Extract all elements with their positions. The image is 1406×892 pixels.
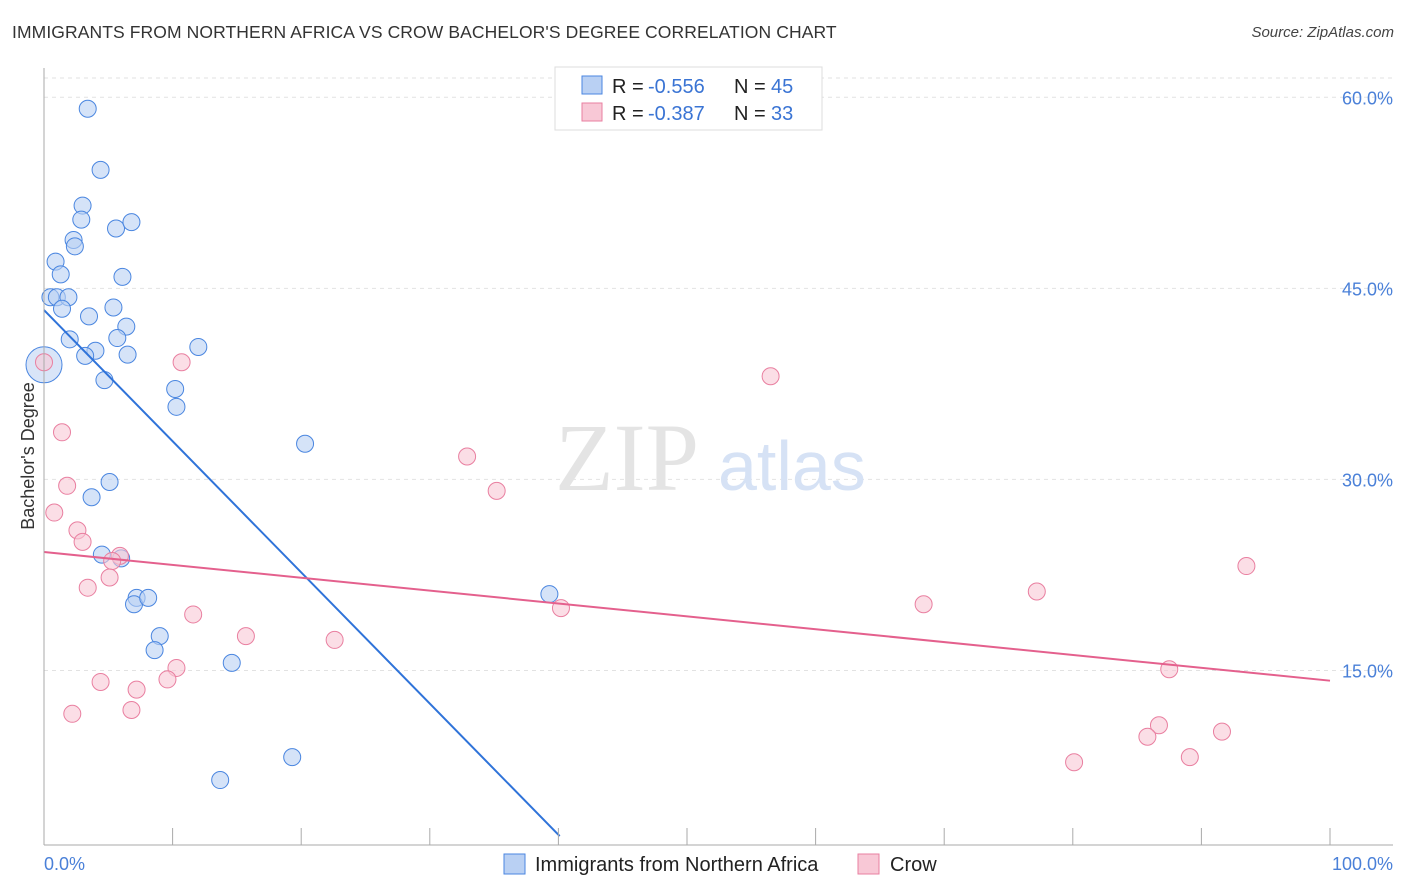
immigrants-point: [296, 434, 315, 453]
grid: [44, 77, 1393, 671]
y-tick-label: 45.0%: [1342, 279, 1393, 299]
crow-point: [1149, 716, 1168, 735]
immigrants-point: [82, 488, 101, 507]
watermark: ZIP atlas: [555, 404, 866, 511]
immigrants-point: [145, 641, 164, 660]
crow-point: [1212, 722, 1231, 741]
legend-n-value: 45: [771, 76, 793, 98]
immigrants-point: [108, 329, 127, 348]
immigrants-trend-line: [43, 309, 561, 837]
x-tick-label-max: 100.0%: [1332, 854, 1393, 874]
immigrants-point: [113, 267, 132, 286]
legend-r-value: -0.387: [648, 103, 705, 125]
source-label: Source: ZipAtlas.com: [1251, 24, 1394, 41]
immigrants-point: [53, 299, 72, 318]
series-legend: Immigrants from Northern Africa Crow: [503, 853, 937, 876]
legend-swatch-crow: [857, 853, 880, 875]
immigrants-point: [76, 346, 95, 365]
legend-swatch-pink: [581, 102, 603, 122]
immigrants-point: [51, 265, 70, 284]
immigrants-point: [104, 298, 123, 317]
crow-point: [487, 481, 506, 500]
immigrants-point: [100, 472, 119, 491]
immigrants-point: [78, 99, 97, 118]
immigrants-point: [80, 307, 99, 326]
legend-r-value: -0.556: [648, 76, 705, 98]
immigrants-point: [167, 397, 186, 416]
crow-point: [1027, 582, 1046, 601]
crow-point: [172, 353, 191, 372]
legend-n-value: 33: [771, 103, 793, 125]
y-tick-label: 30.0%: [1342, 470, 1393, 490]
crow-point: [127, 680, 146, 699]
y-tick-labels: 15.0% 30.0% 45.0% 60.0%: [1342, 88, 1393, 681]
immigrants-point: [283, 748, 302, 767]
immigrants-point: [72, 210, 91, 229]
immigrants-point: [222, 653, 241, 672]
y-tick-label: 60.0%: [1342, 88, 1393, 108]
stats-legend: R = -0.556 N = 45 R = -0.387 N = 33: [554, 66, 823, 131]
crow-point: [91, 672, 110, 691]
crow-point: [78, 578, 97, 597]
crow-point: [914, 595, 933, 614]
immigrants-point: [211, 771, 230, 790]
crow-point: [1237, 557, 1256, 576]
crow-point: [45, 503, 64, 522]
axes: [43, 68, 1393, 846]
crow-point: [1180, 748, 1199, 767]
immigrants-point: [107, 219, 126, 238]
immigrants-point: [65, 237, 84, 256]
legend-n-label: N =: [734, 103, 766, 125]
crow-point: [58, 476, 77, 495]
immigrants-point: [122, 213, 141, 232]
crow-point: [1138, 727, 1157, 746]
crow-point: [100, 568, 119, 587]
points-layer: [25, 99, 1256, 790]
legend-swatch-immigrants: [503, 853, 526, 875]
crow-point: [551, 599, 570, 618]
crow-point: [73, 532, 92, 551]
legend-r-label: R =: [612, 103, 644, 125]
crow-point: [458, 447, 477, 466]
crow-point: [63, 704, 82, 723]
y-axis-label: Bachelor's Degree: [18, 382, 38, 530]
svg-text:atlas: atlas: [718, 427, 866, 505]
chart-title: IMMIGRANTS FROM NORTHERN AFRICA VS CROW …: [12, 22, 837, 42]
crow-point: [53, 423, 72, 442]
immigrants-point: [540, 585, 559, 604]
legend-swatch-blue: [581, 75, 603, 95]
immigrants-point: [91, 160, 110, 179]
immigrants-point: [139, 588, 158, 607]
crow-point: [1065, 753, 1084, 772]
crow-trend-line: [43, 551, 1331, 682]
x-tick-label-min: 0.0%: [44, 854, 85, 874]
legend-label-crow[interactable]: Crow: [890, 854, 937, 876]
crow-point: [236, 627, 255, 646]
svg-text:ZIP: ZIP: [555, 404, 699, 511]
legend-r-label: R =: [612, 76, 644, 98]
crow-point: [325, 630, 344, 649]
immigrants-point: [60, 330, 79, 349]
crow-point: [122, 700, 141, 719]
immigrants-point: [95, 371, 114, 390]
immigrants-point: [189, 337, 208, 356]
crow-point: [761, 367, 780, 386]
immigrants-point: [118, 345, 137, 364]
y-tick-label: 15.0%: [1342, 661, 1393, 681]
crow-point: [184, 605, 203, 624]
legend-label-immigrants[interactable]: Immigrants from Northern Africa: [535, 854, 819, 876]
legend-n-label: N =: [734, 76, 766, 98]
crow-point: [103, 551, 122, 570]
crow-point: [158, 670, 177, 689]
immigrants-point: [166, 379, 185, 398]
trend-lines: [43, 309, 1331, 837]
